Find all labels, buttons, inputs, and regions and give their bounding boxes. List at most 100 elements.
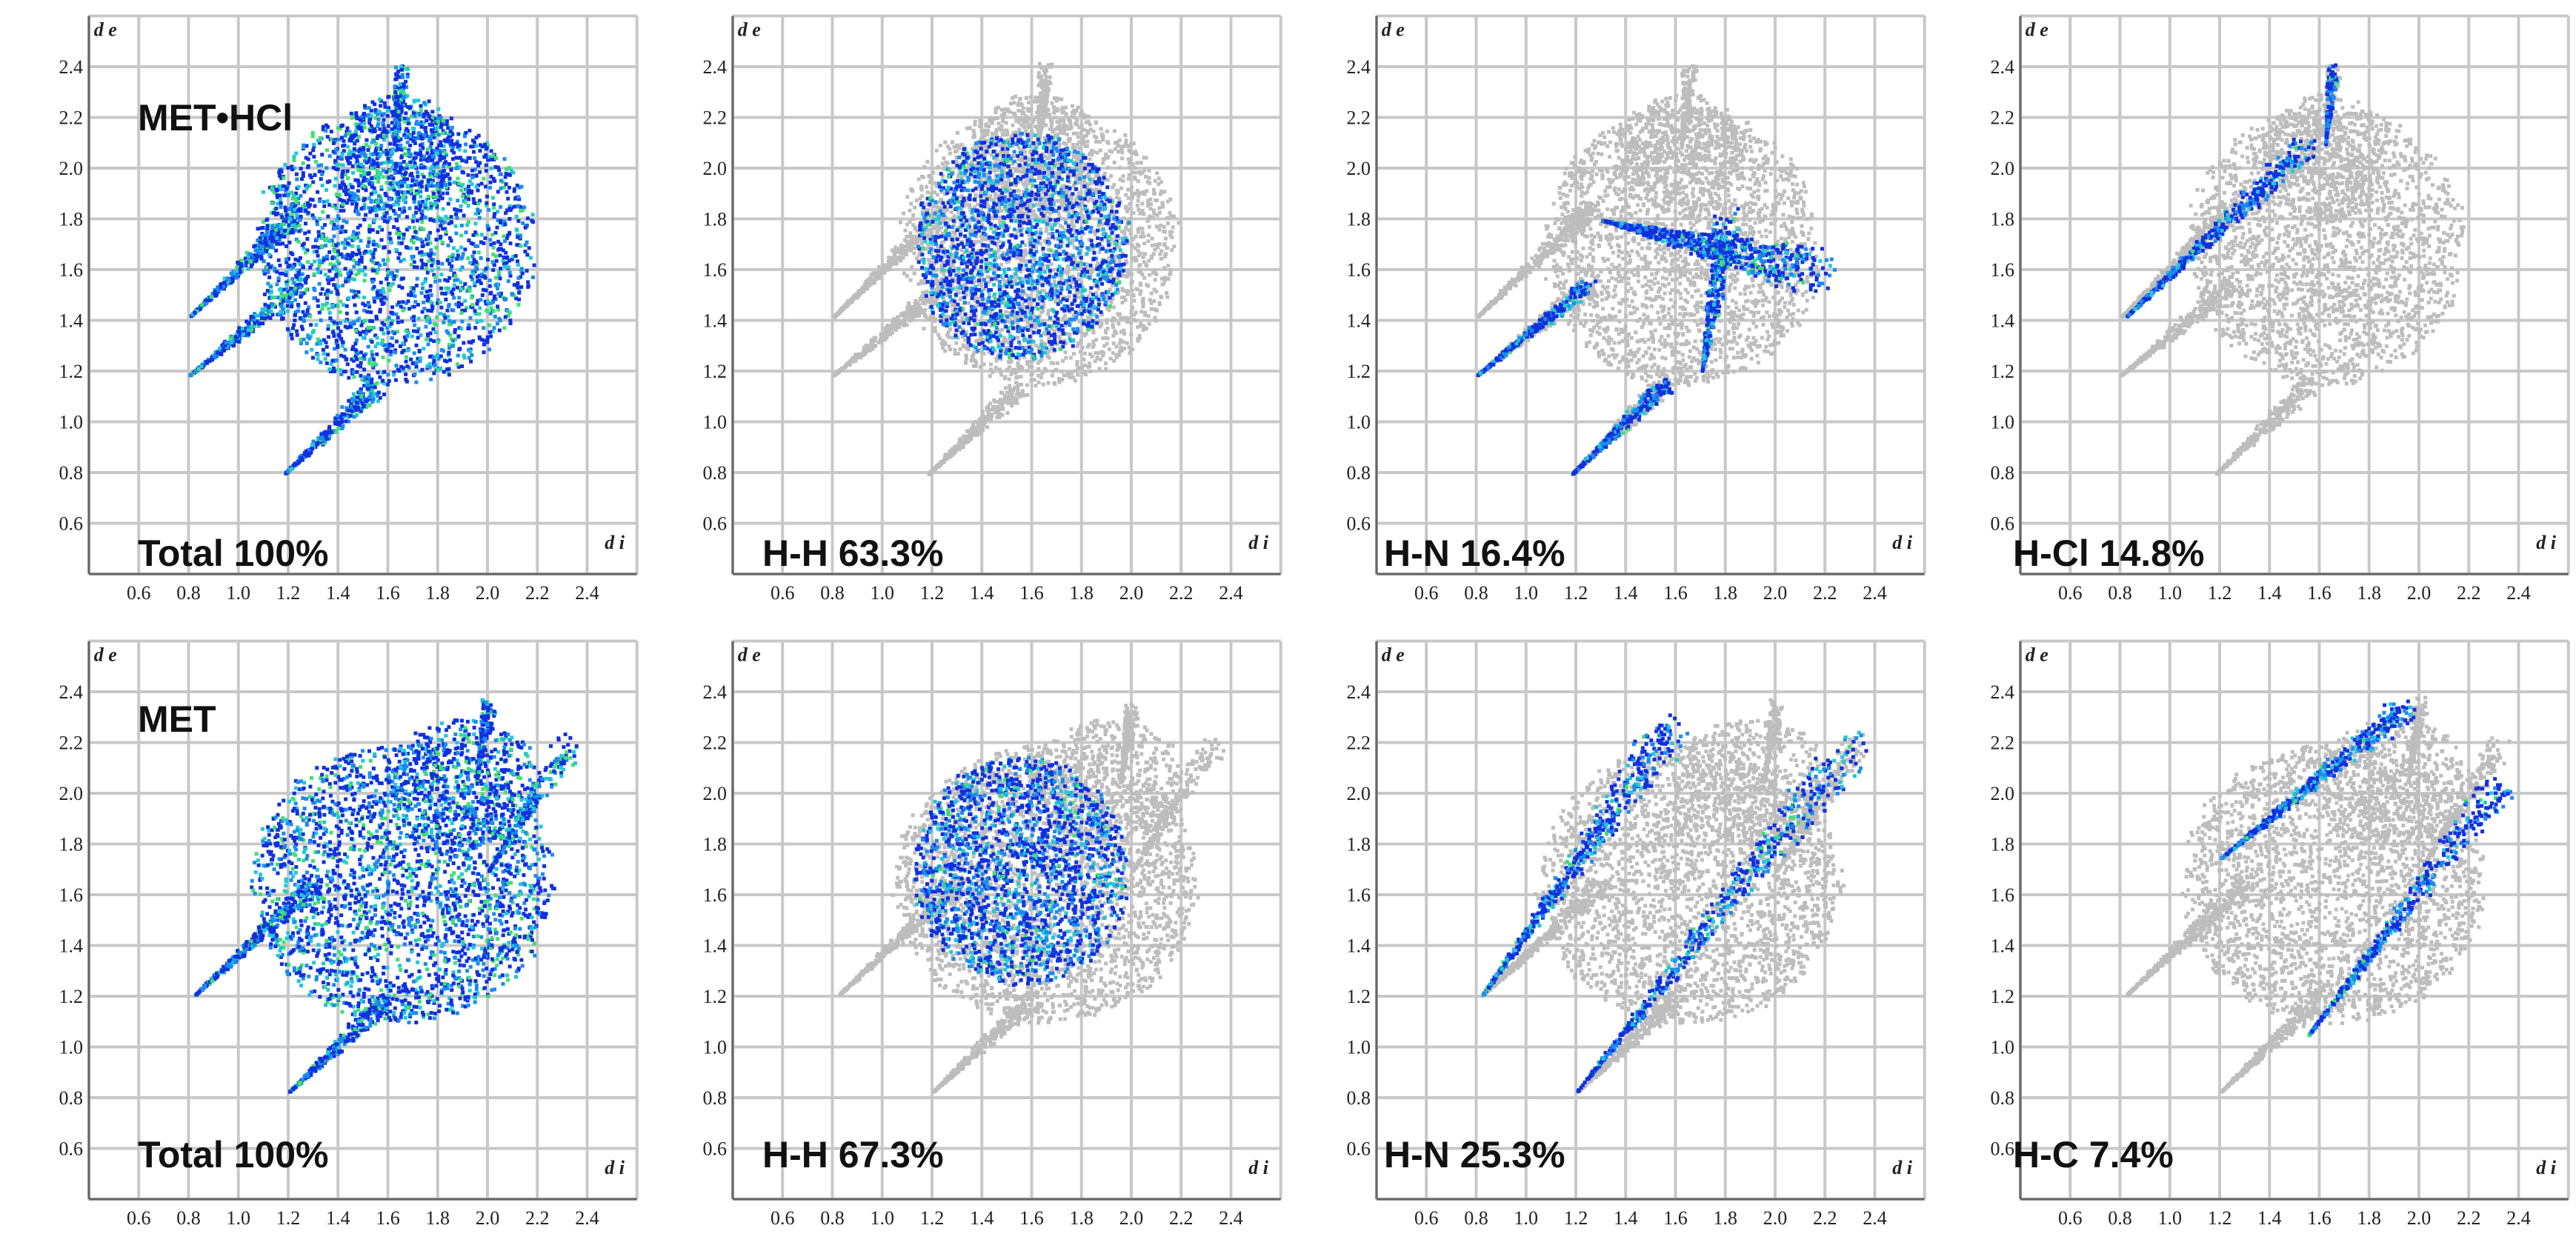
background-point [1142,212,1146,216]
background-point [1067,333,1071,338]
x-tick-label: 1.6 [376,582,400,604]
data-point [289,250,293,255]
data-point [198,307,202,312]
data-point [357,150,362,154]
data-point [389,349,393,353]
data-point [468,316,473,320]
background-point [1102,344,1107,348]
data-point [463,308,467,313]
data-point [393,212,398,216]
data-point [364,399,368,404]
background-point [1042,369,1047,373]
data-point [346,159,350,163]
data-point [364,188,368,193]
data-point [342,414,346,418]
data-point [460,159,465,163]
background-point [1137,336,1142,341]
data-point [334,341,339,345]
data-point [342,412,346,416]
data-point [450,141,454,146]
data-point [436,198,441,202]
data-point [365,387,370,391]
data-point [334,321,339,326]
data-point [463,187,467,192]
data-point [284,287,288,291]
background-point [913,205,917,210]
data-point [429,309,433,313]
background-point [1096,351,1100,356]
background-point [952,144,956,149]
data-point [354,253,359,257]
background-point [1070,241,1074,246]
background-point [1088,290,1093,295]
data-point [275,241,279,246]
data-point [390,121,394,125]
data-point [439,150,443,154]
background-point [1152,192,1156,196]
data-point [306,165,310,170]
data-point [402,236,406,241]
data-point [411,235,416,239]
background-point [958,319,962,324]
background-point [1052,107,1056,112]
data-point [363,265,367,270]
data-point [416,174,420,179]
background-point [1051,369,1055,373]
data-point [411,215,416,219]
data-point [487,347,492,352]
data-point [388,284,393,288]
data-point [419,150,423,155]
background-point [1075,181,1079,185]
background-point [980,256,985,261]
data-point [270,226,275,230]
data-point [450,125,454,130]
data-point [379,238,384,242]
data-point [402,146,407,150]
data-point [279,291,284,296]
data-point [465,223,470,227]
data-point [350,409,354,413]
data-point [299,290,303,295]
background-point [1062,128,1067,133]
data-point [470,175,475,179]
data-point [324,129,328,133]
data-point [242,263,246,267]
data-point [428,241,433,245]
data-point [528,256,533,260]
background-point [1146,217,1151,221]
data-point [426,113,430,118]
data-point [289,267,293,271]
data-point [419,216,424,221]
data-point [434,237,439,241]
data-point [401,174,405,179]
data-point [316,337,320,341]
background-point [1158,252,1162,256]
data-point [484,153,488,157]
data-point [467,179,472,184]
background-point [936,244,940,249]
data-point [283,162,287,167]
data-point [445,367,449,372]
data-point [336,344,340,348]
data-point [333,267,338,272]
data-point [318,136,322,141]
data-point [497,328,502,333]
data-point [491,245,496,250]
data-point [390,330,395,334]
data-point [485,340,490,344]
data-point [392,167,396,171]
background-point [938,336,942,341]
data-point [310,213,315,218]
data-point [256,321,261,326]
data-point [405,166,409,170]
data-point [333,159,338,163]
data-point [249,317,253,321]
data-point [356,154,361,159]
data-point [417,207,422,212]
data-point [347,376,351,380]
data-point [439,218,444,223]
data-point [461,252,465,256]
data-point [422,101,427,105]
data-point [447,134,451,139]
data-point [347,149,352,153]
